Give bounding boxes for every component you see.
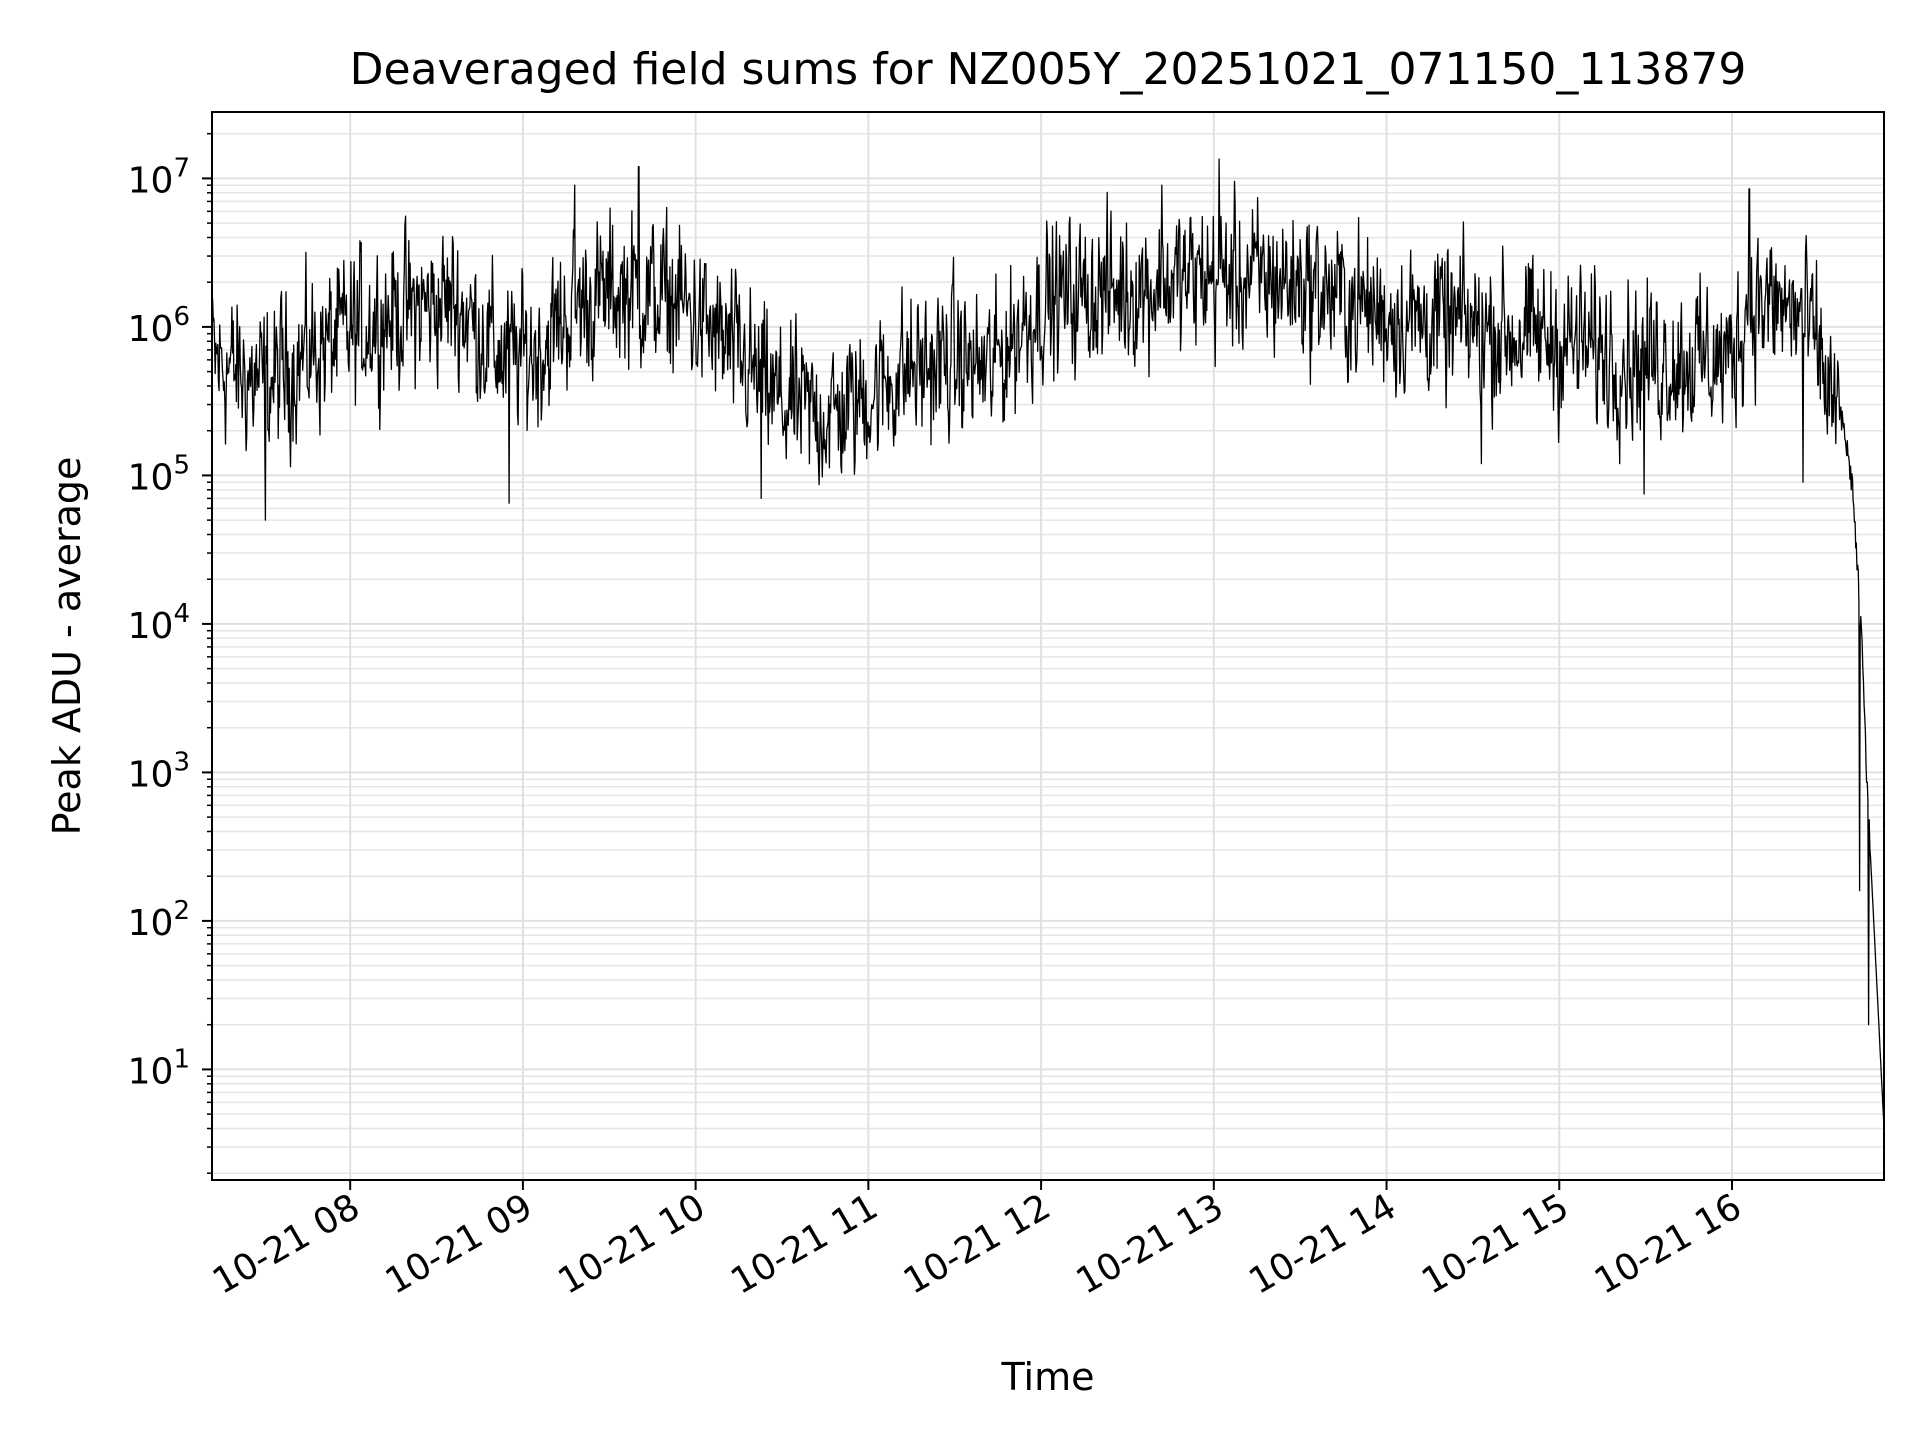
plot-frame	[211, 111, 1885, 1181]
x-axis-title: Time	[1001, 1355, 1095, 1399]
grid-lines	[212, 112, 1884, 1180]
y-tick-label: 106	[128, 302, 190, 350]
y-axis-title: Peak ADU - average	[45, 457, 89, 836]
series-line-layer	[211, 158, 1885, 1129]
series-line	[211, 158, 1885, 1129]
y-tick-label: 105	[128, 450, 190, 498]
y-tick-label: 107	[128, 153, 190, 201]
y-tick-label: 103	[128, 747, 190, 795]
y-tick-label: 102	[128, 896, 190, 944]
y-tick-label: 104	[128, 599, 190, 647]
chart-title: Deaveraged field sums for NZ005Y_2025102…	[350, 44, 1747, 95]
y-tick-label: 101	[128, 1044, 190, 1092]
